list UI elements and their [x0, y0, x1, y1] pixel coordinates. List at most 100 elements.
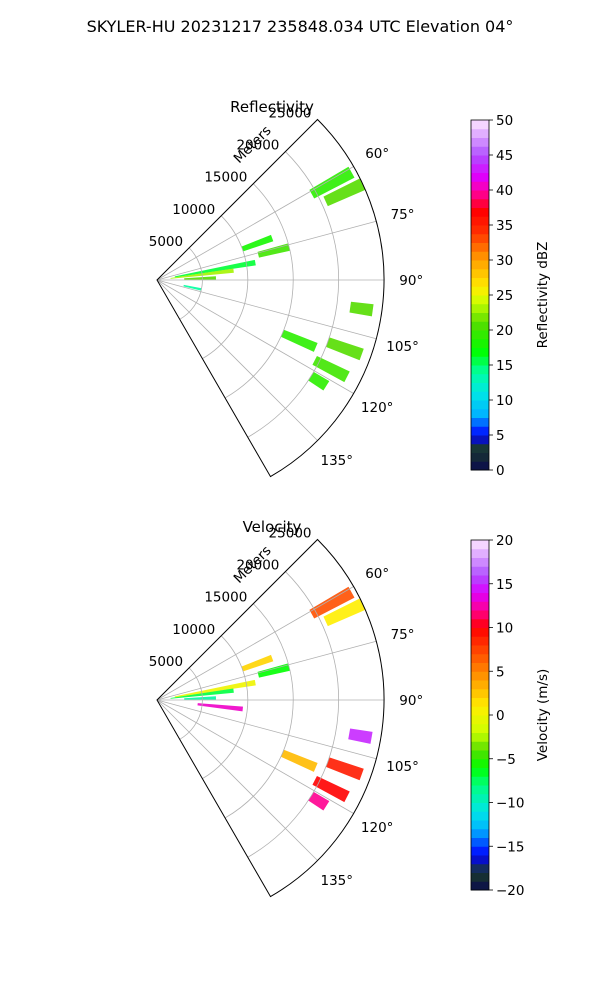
colorbar-tick-label-5: 5 [496, 664, 505, 680]
azimuth-gridline-0 [156, 166, 354, 281]
echo-cell-11 [280, 329, 318, 352]
echo-cell-4 [174, 679, 256, 698]
azimuth-tick-label-0: 60° [365, 146, 389, 162]
colorbar-segment-36 [471, 566, 489, 576]
colorbar-tick-label-4: 0 [496, 708, 505, 724]
colorbar-segment-13 [471, 347, 489, 357]
range-ring-0 [179, 667, 203, 740]
colorbar-segment-3 [471, 855, 489, 865]
colorbar-tick-label-4: 20 [496, 323, 513, 339]
colorbar-segment-30 [471, 198, 489, 208]
range-tick-label-4: 25000 [269, 105, 312, 121]
range-ring-2 [224, 183, 294, 399]
colorbar-tick-label-6: 30 [496, 253, 513, 269]
range-ring-2 [224, 603, 294, 819]
colorbar-segment-28 [471, 216, 489, 226]
colorbar-tick-label-8: 40 [496, 183, 513, 199]
figure-title: SKYLER-HU 20231217 235848.034 UTC Elevat… [87, 17, 514, 36]
colorbar-tick-label-3: 15 [496, 358, 513, 374]
colorbar-segment-25 [471, 662, 489, 672]
echo-cell-10 [312, 775, 350, 803]
range-tick-label-1: 10000 [172, 202, 215, 218]
colorbar-segment-1 [471, 872, 489, 882]
colorbar-segment-2 [471, 863, 489, 873]
echo-cell-0 [309, 586, 355, 619]
colorbar-segment-27 [471, 225, 489, 235]
colorbar-segment-19 [471, 295, 489, 305]
echo-cell-4 [174, 259, 256, 278]
velocity-title: Velocity [243, 518, 302, 536]
colorbar-segment-6 [471, 828, 489, 838]
colorbar-segment-12 [471, 356, 489, 366]
colorbar-segment-23 [471, 260, 489, 270]
azimuth-gridline-1 [156, 640, 377, 701]
azimuth-tick-label-4: 120° [361, 400, 394, 416]
colorbar-segment-38 [471, 548, 489, 558]
colorbar-segment-22 [471, 688, 489, 698]
azimuth-tick-label-3: 105° [386, 339, 419, 355]
colorbar-segment-16 [471, 321, 489, 331]
colorbar-segment-32 [471, 601, 489, 611]
azimuth-gridline-5 [156, 699, 318, 861]
colorbar-segment-20 [471, 706, 489, 716]
sector-outline [156, 118, 385, 478]
colorbar-segment-35 [471, 155, 489, 165]
colorbar-segment-2 [471, 443, 489, 453]
azimuth-tick-label-5: 135° [321, 873, 354, 889]
colorbar-segment-7 [471, 400, 489, 410]
colorbar-segment-39 [471, 120, 489, 130]
colorbar-segment-21 [471, 277, 489, 287]
colorbar-label: Reflectivity dBZ [535, 242, 551, 349]
colorbar-segment-29 [471, 627, 489, 637]
colorbar-label: Velocity (m/s) [535, 669, 551, 762]
colorbar-segment-36 [471, 146, 489, 156]
colorbar-segment-29 [471, 207, 489, 217]
colorbar-segment-5 [471, 417, 489, 427]
echo-cell-2 [241, 234, 274, 252]
echo-cell-2 [241, 654, 274, 672]
echo-cell-1 [323, 178, 366, 207]
echo-cell-9 [325, 757, 364, 781]
range-ring-0 [179, 247, 203, 320]
echo-cell-8 [348, 728, 373, 744]
colorbar-tick-label-2: 10 [496, 393, 513, 409]
range-tick-label-4: 25000 [269, 525, 312, 541]
colorbar-tick-label-0: 0 [496, 463, 505, 479]
azimuth-gridline-3 [156, 279, 377, 340]
range-ring-3 [247, 571, 339, 858]
colorbar-tick-label-8: 20 [496, 533, 513, 549]
colorbar-segment-31 [471, 610, 489, 620]
colorbar-tick-label-2: −10 [496, 796, 525, 812]
colorbar-segment-20 [471, 286, 489, 296]
colorbar-segment-6 [471, 408, 489, 418]
colorbar-segment-0 [471, 881, 489, 891]
colorbar-segment-3 [471, 435, 489, 445]
echo-cell-6 [184, 696, 217, 700]
colorbar-tick-label-1: −15 [496, 839, 525, 855]
range-ring-3 [247, 151, 339, 438]
range-tick-label-3: 20000 [236, 558, 279, 574]
colorbar-segment-24 [471, 251, 489, 261]
colorbar-tick-label-5: 25 [496, 288, 513, 304]
colorbar-segment-39 [471, 540, 489, 550]
colorbar-segment-17 [471, 732, 489, 742]
colorbar-tick-label-1: 5 [496, 428, 505, 444]
range-tick-label-0: 5000 [149, 234, 183, 250]
azimuth-tick-label-1: 75° [391, 207, 415, 223]
range-tick-label-2: 15000 [204, 590, 247, 606]
range-ring-1 [202, 635, 249, 779]
range-tick-label-0: 5000 [149, 654, 183, 670]
colorbar-tick-label-7: 15 [496, 577, 513, 593]
colorbar-segment-10 [471, 793, 489, 803]
colorbar-segment-38 [471, 128, 489, 138]
colorbar-segment-13 [471, 767, 489, 777]
colorbar-segment-0 [471, 461, 489, 471]
range-tick-label-2: 15000 [204, 170, 247, 186]
colorbar-segment-35 [471, 575, 489, 585]
echo-cell-12 [308, 791, 330, 811]
colorbar-segment-33 [471, 172, 489, 182]
azimuth-gridline-4 [156, 279, 354, 394]
colorbar-tick-label-9: 45 [496, 148, 513, 164]
colorbar-segment-15 [471, 750, 489, 760]
